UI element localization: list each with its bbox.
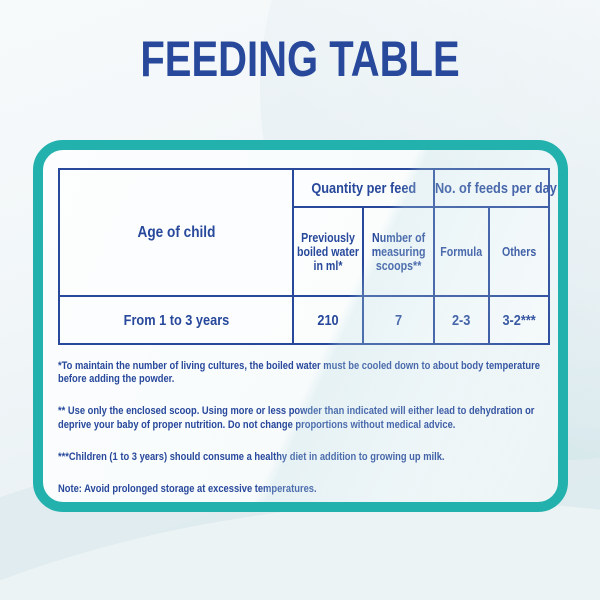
footnote-scoop: ** Use only the enclosed scoop. Using mo…	[58, 405, 535, 431]
feeds-per-day-header: No. of feeds per day	[433, 168, 557, 208]
storage-note: Note: Avoid prolonged storage at excessi…	[58, 482, 317, 495]
age-cell: From 1 to 3 years	[58, 295, 294, 345]
age-of-child-header-label: Age of child	[137, 223, 215, 241]
table-header-row-groups: Age of child Quantity per feed No. of fe…	[58, 168, 557, 297]
measuring-scoops-subheader-label: Number of measuring scoops**	[371, 230, 426, 273]
table-header-row-subs: Previously boiled water in ml* Number of…	[59, 206, 551, 297]
water-ml-cell: 210	[292, 295, 364, 345]
age-cell-value: From 1 to 3 years	[123, 311, 229, 329]
measuring-scoops-subheader: Number of measuring scoops**	[361, 206, 436, 297]
scoops-cell: 7	[361, 295, 436, 345]
scoops-value: 7	[394, 311, 403, 329]
footnote-children: ***Children (1 to 3 years) should consum…	[58, 450, 445, 463]
formula-subheader: Formula	[433, 206, 491, 297]
boiled-water-subheader-label: Previously boiled water in ml*	[297, 230, 359, 273]
page-title: FEEDING TABLE	[140, 31, 460, 87]
others-cell: 3-2***	[488, 295, 551, 345]
formula-cell: 2-3	[433, 295, 491, 345]
feeding-card: Age of child Quantity per feed No. of fe…	[33, 140, 568, 512]
footnote-boiled-water: *To maintain the number of living cultur…	[58, 360, 540, 386]
quantity-per-feed-label: Quantity per feed	[311, 179, 416, 197]
quantity-per-feed-header: Quantity per feed	[291, 168, 436, 208]
others-value: 3-2***	[502, 311, 536, 329]
formula-value: 2-3	[452, 311, 471, 329]
boiled-water-subheader: Previously boiled water in ml*	[292, 206, 364, 297]
feeds-per-day-label: No. of feeds per day	[435, 179, 557, 197]
others-subheader-label: Others	[501, 244, 537, 259]
others-subheader: Others	[488, 206, 551, 297]
footnotes-section: *To maintain the number of living cultur…	[58, 360, 550, 496]
feeding-table: Age of child Quantity per feed No. of fe…	[58, 168, 557, 345]
formula-subheader-label: Formula	[440, 244, 483, 259]
table-row: From 1 to 3 years 210 7 2-3 3-2***	[58, 295, 551, 345]
water-ml-value: 210	[317, 311, 339, 329]
age-of-child-header: Age of child	[58, 168, 294, 297]
